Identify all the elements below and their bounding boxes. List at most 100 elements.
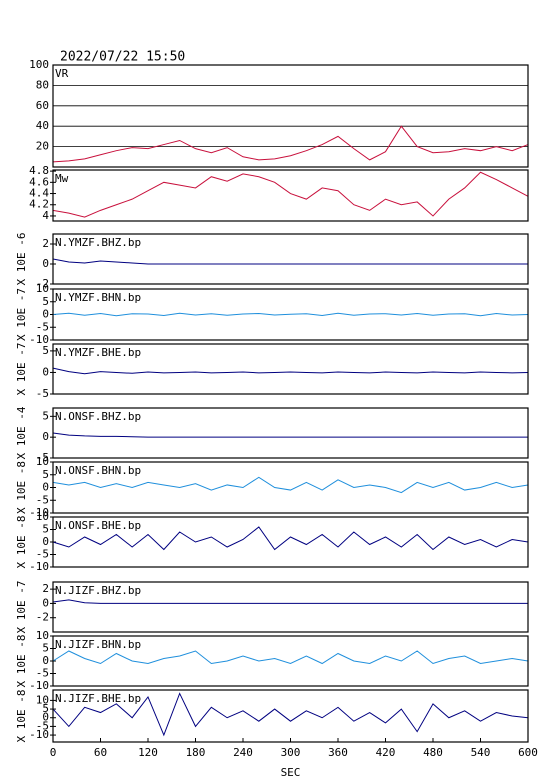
- trace: [52, 367, 529, 375]
- y-tick-label: 0: [42, 257, 49, 270]
- y-tick-label: 80: [36, 78, 49, 91]
- y-tick-label: -10: [29, 679, 49, 692]
- x-tick-label: 300: [281, 746, 301, 759]
- y-tick-label: 10: [36, 629, 49, 642]
- y-tick-label: 4: [42, 209, 49, 222]
- x-tick-label: 600: [518, 746, 538, 759]
- x-tick-label: 480: [423, 746, 443, 759]
- trace: [52, 650, 529, 665]
- y-tick-label: 2: [42, 237, 49, 250]
- x-axis-label: SEC: [281, 766, 301, 779]
- y-tick-label: 0: [42, 654, 49, 667]
- y-tick-label: 5: [42, 295, 49, 308]
- panel-frame: [52, 233, 529, 285]
- y-tick-label: 4.2: [29, 198, 49, 211]
- y-axis-label: X 10E -4: [15, 406, 28, 459]
- trace: [52, 125, 529, 163]
- y-axis-label: X 10E -7: [15, 581, 28, 634]
- trace: [52, 258, 528, 265]
- y-tick-label: 0: [42, 596, 49, 609]
- y-tick-label: -2: [36, 277, 49, 290]
- x-tick-label: 0: [50, 746, 57, 759]
- y-tick-label: -5: [36, 548, 49, 561]
- y-tick-label: -10: [29, 560, 49, 573]
- y-tick-label: 100: [29, 58, 49, 71]
- trace: [52, 692, 529, 737]
- y-tick-label: 10: [36, 455, 49, 468]
- trace: [52, 599, 528, 604]
- y-tick-label: 0: [42, 535, 49, 548]
- y-tick-label: 5: [42, 468, 49, 481]
- panel-label: N.YMZF.BHN.bp: [55, 291, 141, 304]
- panel-frame: [52, 581, 529, 633]
- panel-label: Mw: [55, 172, 69, 185]
- panel-frame: [52, 407, 529, 459]
- panel-label: N.JIZF.BHZ.bp: [55, 584, 141, 597]
- y-axis-label: X 10E -7: [15, 343, 28, 396]
- panel-label: N.ONSF.BHE.bp: [55, 519, 141, 532]
- y-tick-label: -5: [36, 493, 49, 506]
- y-tick-label: 5: [42, 523, 49, 536]
- x-tick-label: 420: [376, 746, 396, 759]
- trace: [52, 171, 529, 218]
- y-axis-label: X 10E -7: [15, 288, 28, 341]
- panel-frame: [52, 169, 529, 222]
- trace: [52, 432, 528, 438]
- y-tick-label: -5: [36, 320, 49, 333]
- panel-frame: [52, 461, 529, 514]
- y-axis-label: X 10E -8: [15, 635, 28, 688]
- x-tick-label: 60: [94, 746, 107, 759]
- trace: [52, 476, 529, 494]
- panel-label: N.YMZF.BHE.bp: [55, 346, 141, 359]
- y-tick-label: 60: [36, 99, 49, 112]
- y-axis-label: X 10E -8: [15, 461, 28, 514]
- y-tick-label: -5: [36, 387, 49, 400]
- y-tick-label: -5: [36, 719, 49, 732]
- y-tick-label: 4.4: [29, 187, 49, 200]
- y-tick-label: 5: [42, 702, 49, 715]
- x-tick-label: 240: [233, 746, 253, 759]
- y-axis-label: X 10E -8: [15, 690, 28, 743]
- y-tick-label: -5: [36, 451, 49, 464]
- y-tick-label: -5: [36, 667, 49, 680]
- y-tick-label: 2: [42, 582, 49, 595]
- panel-label: N.ONSF.BHN.bp: [55, 464, 141, 477]
- y-tick-label: 5: [42, 409, 49, 422]
- panel-frame: [52, 288, 529, 341]
- y-tick-label: 4.8: [29, 164, 49, 177]
- y-axis-label: X 10E -6: [15, 233, 28, 286]
- x-tick-label: 360: [328, 746, 348, 759]
- y-tick-label: -10: [29, 506, 49, 519]
- y-tick-label: 4.6: [29, 175, 49, 188]
- y-tick-label: -2: [36, 611, 49, 624]
- panel-frame: [52, 635, 529, 687]
- x-tick-label: 540: [471, 746, 491, 759]
- y-tick-label: 40: [36, 119, 49, 132]
- y-axis-label: X 10E -8: [15, 516, 28, 569]
- y-tick-label: 5: [42, 344, 49, 357]
- panel-frame: [52, 516, 529, 568]
- x-tick-label: 120: [138, 746, 158, 759]
- panel-label: N.JIZF.BHN.bp: [55, 638, 141, 651]
- panel-label: VR: [55, 67, 69, 80]
- panel-frame: [52, 343, 529, 395]
- trace: [52, 312, 529, 317]
- y-tick-label: 10: [36, 510, 49, 523]
- y-tick-label: 0: [42, 430, 49, 443]
- panel-label: N.YMZF.BHZ.bp: [55, 236, 141, 249]
- y-tick-label: -10: [29, 333, 49, 346]
- y-tick-label: 0: [42, 308, 49, 321]
- y-tick-label: 0: [42, 481, 49, 494]
- y-tick-label: 20: [36, 140, 49, 153]
- y-tick-label: 10: [36, 693, 49, 706]
- y-tick-label: -10: [29, 728, 49, 741]
- title: 2022/07/22 15:50: [60, 50, 185, 65]
- y-tick-label: 10: [36, 282, 49, 295]
- panel-frame: [52, 64, 529, 168]
- trace: [52, 526, 529, 551]
- y-tick-label: 5: [42, 642, 49, 655]
- panel-label: N.JIZF.BHE.bp: [55, 692, 141, 705]
- panel-label: N.ONSF.BHZ.bp: [55, 410, 141, 423]
- y-tick-label: 0: [42, 365, 49, 378]
